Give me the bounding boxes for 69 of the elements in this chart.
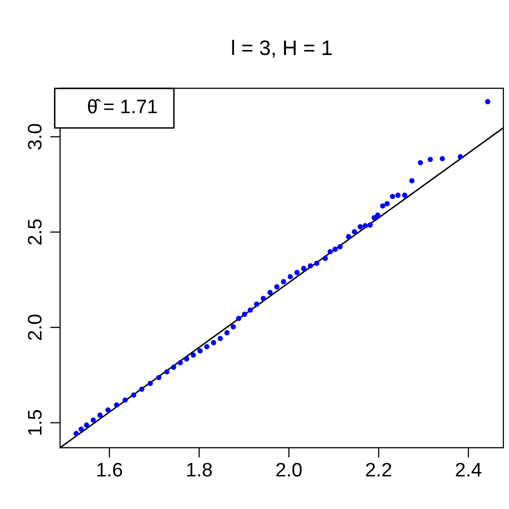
point (74, 430, 79, 436)
point (248, 307, 253, 313)
y-tick-label: 3.0 (28, 124, 42, 150)
point (372, 215, 377, 220)
y-tick-label: 2.5 (28, 219, 42, 245)
x-tick-label: 1.6 (97, 462, 122, 477)
point (164, 369, 170, 374)
point (294, 270, 300, 276)
point (280, 279, 286, 284)
point (114, 402, 120, 408)
point (84, 422, 90, 428)
point (418, 160, 423, 166)
y-tick-label: 2.0 (28, 314, 42, 340)
point (105, 407, 111, 413)
point (242, 312, 248, 317)
point (301, 266, 306, 272)
point (230, 324, 236, 330)
point (458, 154, 463, 160)
point (346, 234, 352, 240)
point (332, 246, 338, 252)
point (402, 192, 408, 198)
point (190, 352, 196, 358)
point (390, 194, 396, 200)
point (178, 360, 183, 366)
point (218, 336, 223, 342)
point (78, 426, 84, 432)
chart-title: l = 3, H = 1 (232, 40, 332, 58)
point (362, 223, 368, 228)
point (204, 344, 210, 350)
point (236, 316, 242, 322)
point (170, 364, 176, 370)
point (380, 203, 386, 209)
point (156, 374, 162, 380)
point (90, 417, 96, 423)
point (122, 397, 128, 403)
point (210, 340, 216, 346)
point (322, 256, 328, 261)
x-tick-label: 1.8 (187, 462, 212, 477)
point (328, 249, 333, 254)
point (131, 392, 136, 398)
point (224, 330, 230, 336)
point (148, 380, 153, 386)
point (314, 260, 320, 266)
point (139, 386, 144, 392)
point (288, 274, 293, 280)
point (184, 356, 190, 362)
point (409, 178, 414, 184)
point (428, 156, 433, 162)
point (197, 348, 203, 354)
x-tick-label: 2.2 (366, 462, 392, 476)
point (375, 212, 380, 218)
point (97, 412, 103, 418)
point (384, 201, 390, 206)
point (485, 99, 490, 104)
point (274, 284, 280, 290)
point (267, 290, 273, 296)
x-tick-label: 2.4 (456, 462, 482, 476)
point (260, 296, 266, 302)
point (440, 156, 445, 162)
point (254, 302, 260, 307)
annotation: θ̂ = 1.71 (88, 99, 157, 114)
x-tick-label: 2.0 (276, 462, 302, 477)
point (368, 222, 373, 228)
y-tick-label: 1.5 (28, 410, 42, 435)
point (358, 224, 363, 230)
point (352, 229, 358, 234)
point (337, 244, 343, 250)
point (395, 192, 401, 198)
point (308, 263, 314, 268)
